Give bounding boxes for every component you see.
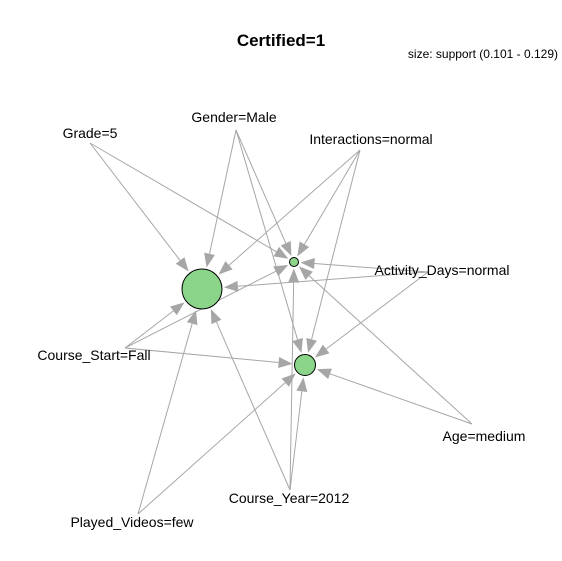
edge-interactions-to-rule-small — [303, 149, 361, 245]
edge-activity-to-rule-mid — [325, 271, 429, 350]
edge-activity-to-rule-big — [237, 271, 429, 287]
item-label-activity: Activity_Days=normal — [375, 262, 510, 278]
item-label-grade: Grade=5 — [63, 125, 118, 141]
arrowhead-interactions-to-rule-big — [218, 261, 233, 275]
arrowhead-activity-to-rule-big — [223, 280, 239, 292]
item-labels-layer: Grade=5 Gender=Male Interactions=normal Act… — [37, 109, 525, 530]
edge-coursestart-to-rule-small — [124, 270, 276, 349]
item-label-played: Played_Videos=few — [70, 514, 194, 530]
size-legend: size: support (0.101 - 0.129) — [408, 47, 558, 61]
rule-nodes-layer — [181, 257, 316, 376]
edge-activity-to-rule-small — [314, 263, 429, 273]
rule-small-node — [289, 257, 299, 267]
edge-played-to-rule-mid — [137, 382, 286, 515]
rule-mid-node — [294, 354, 316, 376]
edge-courseyear-to-rule-big — [215, 321, 291, 491]
arrowhead-gender-to-rule-big — [204, 252, 215, 268]
arrowhead-courseyear-to-rule-big — [210, 309, 222, 325]
arrowhead-gender-to-rule-mid — [292, 338, 303, 354]
arrowhead-coursestart-to-rule-big — [170, 302, 185, 316]
arrowhead-played-to-rule-mid — [281, 373, 296, 387]
arrowhead-courseyear-to-rule-small — [288, 268, 300, 283]
item-label-interactions: Interactions=normal — [309, 131, 432, 147]
arrowhead-activity-to-rule-mid — [314, 344, 330, 358]
edge-courseyear-to-rule-small — [289, 282, 295, 491]
edges-layer — [89, 129, 473, 515]
arrowhead-courseyear-to-rule-mid — [296, 377, 308, 392]
edge-interactions-to-rule-mid — [311, 149, 361, 340]
arrowhead-activity-to-rule-small — [300, 258, 315, 270]
edge-played-to-rule-big — [137, 323, 193, 515]
item-label-gender: Gender=Male — [191, 109, 276, 125]
item-label-coursestart: Course_Start=Fall — [37, 347, 150, 363]
rule-big-node — [181, 268, 223, 310]
arrowhead-age-to-rule-small — [298, 266, 313, 280]
edge-grade-to-rule-small — [89, 142, 277, 253]
arrowhead-grade-to-rule-small — [273, 246, 289, 259]
item-label-age: Age=medium — [443, 428, 526, 444]
edge-grade-to-rule-big — [89, 142, 181, 261]
arrowhead-interactions-to-rule-small — [297, 241, 310, 257]
edge-gender-to-rule-big — [209, 129, 237, 254]
edge-age-to-rule-small — [308, 275, 473, 425]
edge-age-to-rule-mid — [329, 373, 473, 425]
edge-courseyear-to-rule-mid — [289, 391, 303, 491]
edge-coursestart-to-rule-big — [124, 310, 174, 349]
edge-gender-to-rule-small — [235, 129, 287, 244]
edge-gender-to-rule-mid — [235, 129, 299, 340]
arrowhead-grade-to-rule-big — [175, 257, 189, 272]
arrowhead-age-to-rule-mid — [316, 368, 332, 380]
item-label-courseyear: Course_Year=2012 — [229, 490, 350, 506]
arrowhead-gender-to-rule-small — [280, 241, 292, 257]
arrowhead-coursestart-to-rule-small — [273, 264, 289, 277]
arrowhead-played-to-rule-big — [186, 310, 198, 326]
graph-title: Certified=1 — [237, 31, 325, 50]
edge-interactions-to-rule-big — [228, 149, 361, 266]
arrowhead-coursestart-to-rule-mid — [278, 357, 293, 368]
arrowhead-interactions-to-rule-mid — [306, 337, 317, 353]
edge-coursestart-to-rule-mid — [124, 347, 279, 364]
